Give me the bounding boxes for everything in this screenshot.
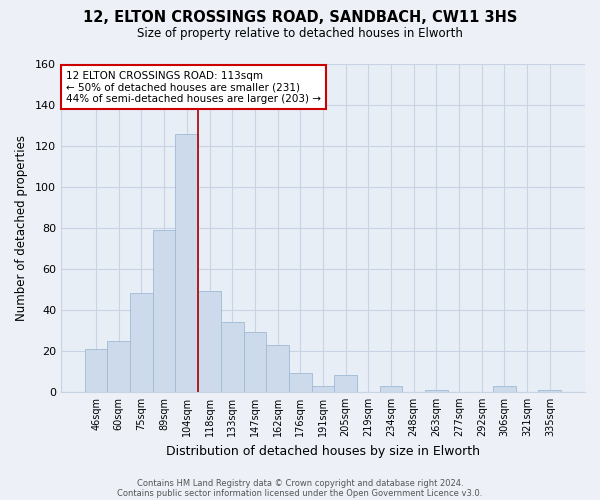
Bar bbox=[380, 386, 403, 392]
Bar bbox=[289, 374, 311, 392]
Bar bbox=[175, 134, 198, 392]
X-axis label: Distribution of detached houses by size in Elworth: Distribution of detached houses by size … bbox=[166, 444, 480, 458]
Text: Contains HM Land Registry data © Crown copyright and database right 2024.: Contains HM Land Registry data © Crown c… bbox=[137, 478, 463, 488]
Bar bbox=[425, 390, 448, 392]
Bar bbox=[130, 294, 153, 392]
Bar bbox=[153, 230, 175, 392]
Bar bbox=[266, 344, 289, 392]
Bar bbox=[334, 376, 357, 392]
Bar bbox=[538, 390, 561, 392]
Bar bbox=[198, 292, 221, 392]
Bar bbox=[311, 386, 334, 392]
Bar bbox=[85, 349, 107, 392]
Bar bbox=[107, 340, 130, 392]
Bar bbox=[221, 322, 244, 392]
Bar bbox=[244, 332, 266, 392]
Text: 12 ELTON CROSSINGS ROAD: 113sqm
← 50% of detached houses are smaller (231)
44% o: 12 ELTON CROSSINGS ROAD: 113sqm ← 50% of… bbox=[66, 70, 321, 104]
Y-axis label: Number of detached properties: Number of detached properties bbox=[15, 135, 28, 321]
Text: Contains public sector information licensed under the Open Government Licence v3: Contains public sector information licen… bbox=[118, 488, 482, 498]
Text: Size of property relative to detached houses in Elworth: Size of property relative to detached ho… bbox=[137, 28, 463, 40]
Text: 12, ELTON CROSSINGS ROAD, SANDBACH, CW11 3HS: 12, ELTON CROSSINGS ROAD, SANDBACH, CW11… bbox=[83, 10, 517, 25]
Bar bbox=[493, 386, 516, 392]
